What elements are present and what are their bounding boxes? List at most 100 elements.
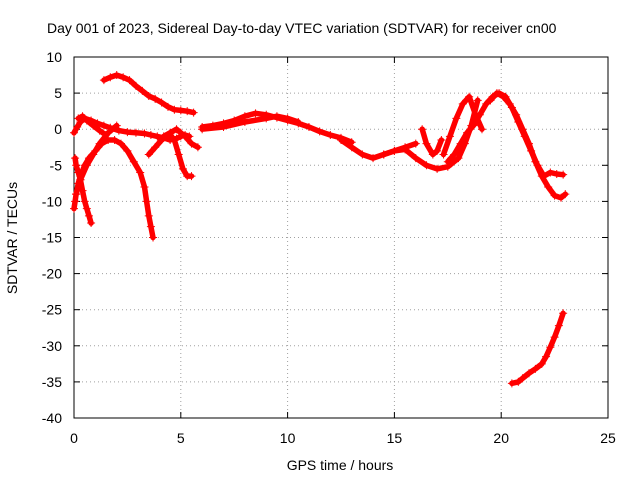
data-point [176,128,185,137]
data-point [99,121,108,130]
data-point [172,125,181,134]
data-point [458,99,467,108]
data-point [183,107,192,116]
data-point [537,172,546,181]
data-point [110,136,119,145]
data-point [84,211,93,220]
data-point [401,145,410,154]
data-point [546,343,555,352]
data-point [358,150,367,159]
data-point [146,130,155,139]
y-axis-label: SDTVAR / TECUs [4,182,20,294]
y-tick-label: -25 [42,302,62,318]
data-point [531,157,540,166]
data-point [189,108,198,117]
data-point [512,110,521,119]
y-tick-label: -35 [42,374,62,390]
x-tick-label: 10 [280,430,296,446]
data-point [102,130,111,139]
data-point [411,139,420,148]
series-trace [445,90,566,179]
data-point [138,86,147,95]
data-point [136,168,145,177]
y-tick-label: -40 [42,410,62,426]
y-tick-label: -20 [42,266,62,282]
data-point [542,352,551,361]
data-point [272,112,281,121]
x-tick-label: 5 [177,430,185,446]
data-point [559,170,568,179]
data-point [537,359,546,368]
data-point [71,197,80,206]
data-point [131,128,140,137]
data-point [557,193,566,202]
data-point [131,81,140,90]
y-tick-label: 0 [54,121,62,137]
series-arc-5 [74,112,111,139]
axis-ticks [73,56,609,419]
data-point [463,128,472,137]
data-point [477,125,486,134]
data-point [475,110,484,119]
data-point [176,106,185,115]
data-point [170,105,179,114]
data-point [119,73,128,82]
data-point [140,129,149,138]
data-point [505,99,514,108]
data-point [144,91,153,100]
x-axis-label: GPS time / hours [287,457,394,473]
series-arc-4 [72,121,121,199]
data-point [72,190,81,199]
data-point [198,125,207,134]
data-point [174,150,183,159]
data-point [499,92,508,101]
data-point [445,132,454,141]
data-point [433,164,442,173]
data-point [262,114,271,123]
series-arc-16 [486,89,570,202]
data-point [87,219,96,228]
data-point [187,172,196,181]
series-arc-1 [71,154,96,228]
data-point [347,143,356,152]
y-tick-label: -30 [42,338,62,354]
data-point [369,154,378,163]
data-point [151,143,160,152]
data-point [452,114,461,123]
data-point [157,98,166,107]
data-point [518,125,527,134]
data-point [72,161,81,170]
data-point [524,369,533,378]
data-point [337,136,345,145]
data-point [437,136,446,145]
chart-title: Day 001 of 2023, Sidereal Day-to-day VTE… [47,20,557,36]
data-point [454,154,463,163]
data-point [304,123,313,132]
data-point [78,112,87,121]
data-point [550,191,559,200]
data-point [469,121,478,130]
data-point [544,182,553,191]
data-point [554,321,563,330]
data-point [552,169,561,178]
data-point [70,128,78,137]
y-tick-label: 5 [54,85,62,101]
data-point [219,123,228,132]
data-point [95,139,104,148]
data-point [492,89,501,98]
data-point [251,109,260,118]
data-point [166,128,175,137]
data-point [144,211,153,220]
data-point [99,76,108,85]
data-point [123,146,132,155]
data-point [456,139,465,148]
data-point [106,73,115,82]
data-point [422,139,431,148]
data-point [112,121,121,130]
data-point [140,182,149,191]
data-point [89,121,98,130]
data-point [546,168,555,177]
series-trace [146,132,195,179]
y-tick-label: 10 [46,49,62,65]
data-point [163,102,172,111]
